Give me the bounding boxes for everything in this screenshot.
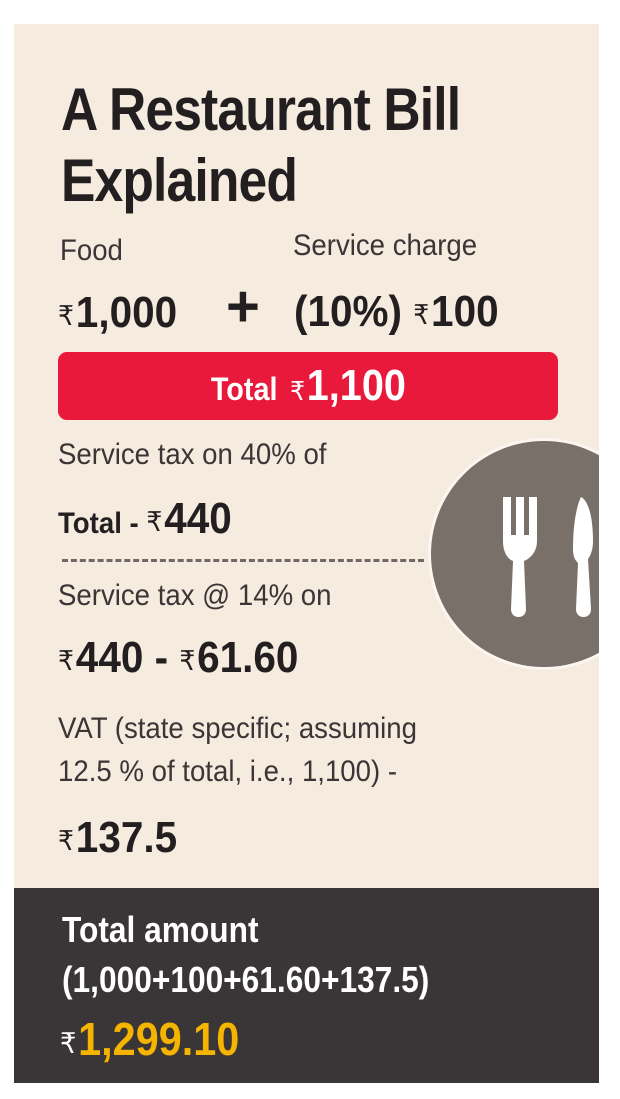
food-amount: ₹1,000: [58, 291, 177, 335]
service-tax-base-prefix: Total -: [58, 507, 147, 540]
rupee-symbol: ₹: [413, 299, 430, 331]
rupee-symbol: ₹: [146, 506, 163, 538]
food-amount-value: 1,000: [75, 288, 178, 337]
grand-total-label: Total amount: [62, 909, 259, 950]
subtotal-label: Total: [210, 371, 278, 407]
service-tax-separator: -: [143, 633, 180, 682]
grand-total-value: 1,299.10: [78, 1013, 240, 1065]
rupee-symbol: ₹: [289, 376, 305, 406]
service-tax-label: Service tax @ 14% on: [58, 579, 332, 612]
vat-amount: ₹137.5: [58, 816, 177, 860]
service-charge-amount: (10%) ₹100: [294, 290, 499, 334]
dashed-divider: [62, 559, 424, 562]
title-line-2: Explained: [61, 147, 298, 214]
service-tax-value: 61.60: [197, 633, 299, 682]
fork-knife-icon: [431, 441, 599, 667]
rupee-symbol: ₹: [58, 645, 74, 677]
bill-card: A Restaurant Bill Explained Food ₹1,000 …: [14, 24, 599, 888]
service-charge-label: Service charge: [293, 229, 478, 262]
service-tax-base-label: Service tax on 40% of: [58, 438, 327, 471]
service-tax-base-value: 440: [164, 494, 232, 543]
vat-label-line-1: VAT (state specific; assuming: [58, 712, 417, 745]
vat-value: 137.5: [75, 813, 178, 862]
service-charge-value: 100: [431, 287, 499, 336]
rupee-symbol: ₹: [60, 1028, 77, 1061]
rupee-symbol: ₹: [58, 300, 74, 332]
rupee-symbol: ₹: [58, 825, 74, 857]
plus-operator: +: [226, 274, 260, 339]
service-tax-base-value: 440: [75, 633, 144, 682]
grand-total-amount: ₹1,299.10: [60, 1016, 239, 1062]
subtotal-bar: Total ₹ 1,100: [58, 352, 558, 420]
subtotal-amount: 1,100: [306, 361, 406, 410]
service-tax-base-amount: Total - ₹440: [58, 497, 232, 541]
rupee-symbol: ₹: [179, 645, 196, 677]
service-charge-percent: (10%): [294, 287, 402, 336]
vat-label-line-2: 12.5 % of total, i.e., 1,100) -: [58, 755, 398, 788]
grand-total-formula: (1,000+100+61.60+137.5): [62, 959, 430, 1000]
service-tax-amount: ₹440 - ₹61.60: [58, 636, 298, 680]
food-label: Food: [60, 234, 123, 267]
grand-total-panel: Total amount (1,000+100+61.60+137.5) ₹1,…: [14, 888, 599, 1083]
title-line-1: A Restaurant Bill: [61, 76, 461, 143]
